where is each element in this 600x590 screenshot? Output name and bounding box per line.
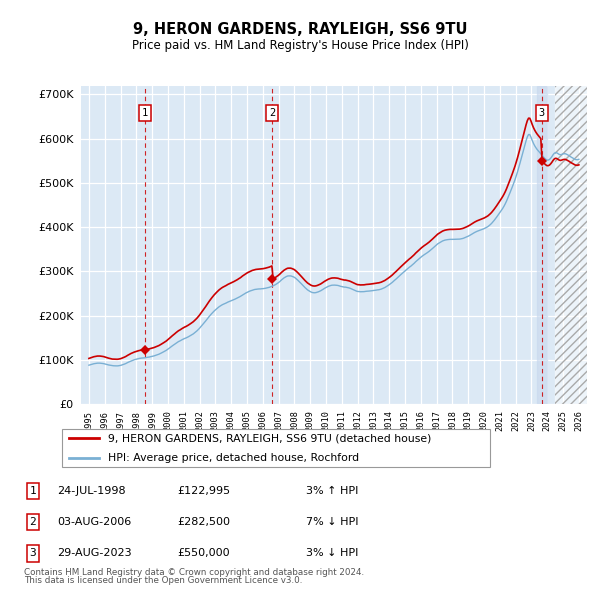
Text: 3% ↑ HPI: 3% ↑ HPI	[306, 486, 358, 496]
Text: 03-AUG-2006: 03-AUG-2006	[57, 517, 131, 527]
Bar	[537, 86, 547, 404]
Text: Contains HM Land Registry data © Crown copyright and database right 2024.: Contains HM Land Registry data © Crown c…	[24, 568, 364, 577]
Text: 9, HERON GARDENS, RAYLEIGH, SS6 9TU: 9, HERON GARDENS, RAYLEIGH, SS6 9TU	[133, 22, 467, 37]
Text: Price paid vs. HM Land Registry's House Price Index (HPI): Price paid vs. HM Land Registry's House …	[131, 39, 469, 52]
Text: 9, HERON GARDENS, RAYLEIGH, SS6 9TU (detached house): 9, HERON GARDENS, RAYLEIGH, SS6 9TU (det…	[107, 433, 431, 443]
Text: This data is licensed under the Open Government Licence v3.0.: This data is licensed under the Open Gov…	[24, 576, 302, 585]
Text: 3% ↓ HPI: 3% ↓ HPI	[306, 549, 358, 558]
Text: £550,000: £550,000	[177, 549, 230, 558]
Bar	[555, 86, 587, 404]
Text: 29-AUG-2023: 29-AUG-2023	[57, 549, 131, 558]
Text: 2: 2	[269, 107, 275, 117]
Text: £122,995: £122,995	[177, 486, 230, 496]
Text: 1: 1	[29, 486, 37, 496]
Text: 2: 2	[29, 517, 37, 527]
Text: 3: 3	[29, 549, 37, 558]
Text: 24-JUL-1998: 24-JUL-1998	[57, 486, 125, 496]
FancyBboxPatch shape	[62, 429, 490, 467]
Text: 7% ↓ HPI: 7% ↓ HPI	[306, 517, 359, 527]
Text: £282,500: £282,500	[177, 517, 230, 527]
Text: 1: 1	[142, 107, 148, 117]
Bar	[555, 86, 587, 404]
Text: HPI: Average price, detached house, Rochford: HPI: Average price, detached house, Roch…	[107, 453, 359, 463]
Text: 3: 3	[539, 107, 545, 117]
